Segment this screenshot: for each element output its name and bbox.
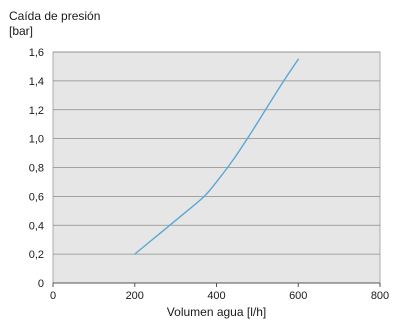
y-axis-label-line-1: Caída de presión [9,9,100,23]
y-tick-label-6: 1,2 [29,105,44,117]
y-tick-label-0: 0 [38,278,44,290]
y-tick-label-4: 0,8 [29,163,44,175]
x-axis-ticks: 0 200 400 600 800 [50,282,389,302]
x-tick-label-0: 0 [50,290,56,302]
y-tick-label-1: 0,2 [29,249,44,261]
y-tick-label-7: 1,4 [29,76,44,88]
x-tick-label-4: 800 [371,290,389,302]
y-tick-label-2: 0,4 [29,220,44,232]
series-line-0 [134,58,299,255]
y-axis-label-line-2: [bar] [9,24,33,38]
y-tick-label-3: 0,6 [29,191,44,203]
x-tick-label-1: 200 [126,290,144,302]
x-tick-label-2: 400 [207,290,225,302]
gridlines [53,51,380,255]
y-tick-labels: 0 0,2 0,4 0,6 0,8 1,0 1,2 1,4 1,6 [29,47,44,290]
x-axis-label: Volumen agua [l/h] [167,305,266,319]
data-series [134,58,299,255]
y-tick-label-8: 1,6 [29,47,44,59]
x-tick-label-3: 600 [289,290,307,302]
y-tick-label-5: 1,0 [29,134,44,146]
